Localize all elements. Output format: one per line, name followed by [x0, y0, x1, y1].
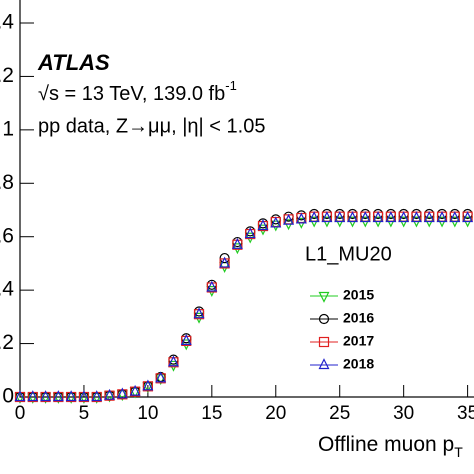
marker	[334, 211, 346, 223]
marker	[52, 392, 64, 404]
x-axis-label: Offline muon pT	[318, 433, 463, 460]
marker	[129, 384, 141, 396]
marker	[318, 358, 330, 370]
marker	[257, 219, 269, 231]
marker	[231, 237, 243, 249]
marker	[270, 214, 281, 225]
marker	[398, 211, 410, 223]
marker	[142, 379, 154, 391]
y-tick-label: 1	[2, 117, 14, 140]
marker	[219, 256, 231, 268]
marker	[40, 392, 52, 404]
marker	[14, 390, 26, 402]
energy-label: √s = 13 TeV, 139.0 fb-1	[38, 78, 237, 105]
marker	[78, 392, 90, 404]
marker	[91, 392, 103, 404]
plot-frame	[19, 0, 474, 398]
marker	[462, 211, 474, 223]
legend-label: 2016	[343, 310, 374, 326]
experiment-label: ATLAS	[37, 50, 110, 75]
marker	[321, 211, 333, 223]
x-label-sub: T	[454, 444, 463, 460]
selection-label: pp data, Z→μμ, |η| < 1.05	[38, 115, 265, 137]
marker	[347, 211, 358, 223]
marker	[436, 211, 448, 223]
marker	[65, 392, 77, 404]
marker	[104, 388, 115, 400]
marker	[270, 220, 282, 232]
marker	[295, 212, 307, 224]
legend-label: 2015	[343, 287, 374, 303]
marker	[219, 252, 230, 264]
trigger-label: L1_MU20	[305, 243, 392, 265]
y-tick-label: 0	[2, 385, 14, 408]
marker	[206, 280, 218, 292]
marker	[193, 307, 205, 319]
marker	[410, 211, 422, 223]
marker	[104, 391, 115, 403]
marker	[180, 334, 192, 345]
marker	[91, 390, 103, 402]
x-tick-label: 15	[201, 403, 222, 424]
marker	[155, 374, 167, 386]
marker	[308, 211, 320, 223]
x-tick-label: 0	[15, 403, 26, 424]
x-tick-label: 35	[457, 403, 474, 424]
y-tick-label: 0.8	[0, 171, 14, 194]
marker	[27, 392, 39, 404]
marker	[116, 390, 128, 402]
marker	[244, 227, 256, 239]
marker	[270, 216, 282, 228]
x-tick-label: 25	[329, 403, 350, 424]
marker	[385, 211, 397, 223]
marker	[318, 336, 330, 348]
marker	[116, 387, 128, 399]
marker	[78, 390, 90, 402]
marker	[167, 355, 179, 367]
marker	[155, 371, 167, 383]
y-tick-label: 0.2	[0, 331, 14, 354]
y-tick-label: 0.6	[0, 224, 14, 247]
legend-label: 2018	[343, 356, 374, 372]
legend-label: 2017	[343, 333, 374, 349]
marker	[283, 213, 295, 225]
marker	[318, 291, 330, 303]
marker	[52, 390, 64, 402]
marker	[65, 390, 77, 402]
marker	[40, 390, 52, 402]
marker	[449, 211, 461, 223]
y-tick-label: 0.4	[0, 278, 14, 301]
marker	[359, 211, 371, 223]
y-tick-label: 1.2	[0, 64, 14, 87]
marker	[27, 390, 39, 402]
marker	[318, 313, 330, 325]
x-tick-label: 30	[393, 403, 414, 424]
energy-sup: -1	[225, 78, 237, 93]
x-tick-label: 10	[137, 403, 158, 424]
y-tick-label: 1.4	[0, 11, 14, 34]
marker	[372, 211, 384, 223]
x-tick-label: 20	[265, 403, 286, 424]
marker	[14, 392, 26, 404]
x-label-text: Offline muon p	[318, 433, 454, 456]
energy-text: √s = 13 TeV, 139.0 fb	[38, 83, 225, 105]
marker	[129, 387, 141, 399]
x-tick-label: 5	[79, 403, 90, 424]
marker	[142, 382, 154, 394]
marker	[423, 211, 435, 223]
